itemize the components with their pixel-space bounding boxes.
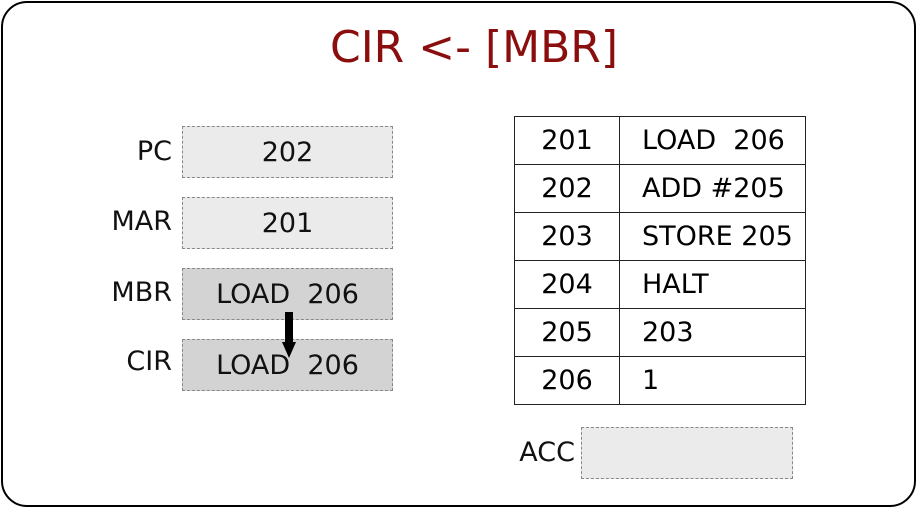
pc-register: 202 [182, 126, 393, 178]
cir-label: CIR [126, 346, 172, 377]
memory-row: 205 203 [514, 308, 806, 357]
mbr-label: MBR [111, 277, 172, 308]
memory-row: 206 1 [514, 356, 806, 405]
memory-address: 205 [514, 308, 620, 357]
memory-content: 1 [619, 356, 806, 405]
memory-address: 206 [514, 356, 620, 405]
memory-content: ADD #205 [619, 164, 806, 213]
acc-label: ACC [519, 437, 575, 468]
memory-table: 201 LOAD 206 202 ADD #205 203 STORE 205 204… [514, 116, 806, 405]
mar-register: 201 [182, 197, 393, 249]
memory-address: 204 [514, 260, 620, 309]
memory-address: 201 [514, 116, 620, 165]
memory-address: 202 [514, 164, 620, 213]
memory-row: 202 ADD #205 [514, 164, 806, 213]
memory-row: 201 LOAD 206 [514, 116, 806, 165]
memory-row: 203 STORE 205 [514, 212, 806, 261]
memory-content: HALT [619, 260, 806, 309]
diagram-title: CIR <- [MBR] [329, 22, 619, 73]
pc-label: PC [136, 136, 172, 167]
memory-content: 203 [619, 308, 806, 357]
memory-row: 204 HALT [514, 260, 806, 309]
transfer-arrow-icon [282, 312, 296, 358]
memory-content: STORE 205 [619, 212, 806, 261]
mar-label: MAR [111, 206, 172, 237]
memory-content: LOAD 206 [619, 116, 806, 165]
acc-register [581, 427, 793, 479]
memory-address: 203 [514, 212, 620, 261]
